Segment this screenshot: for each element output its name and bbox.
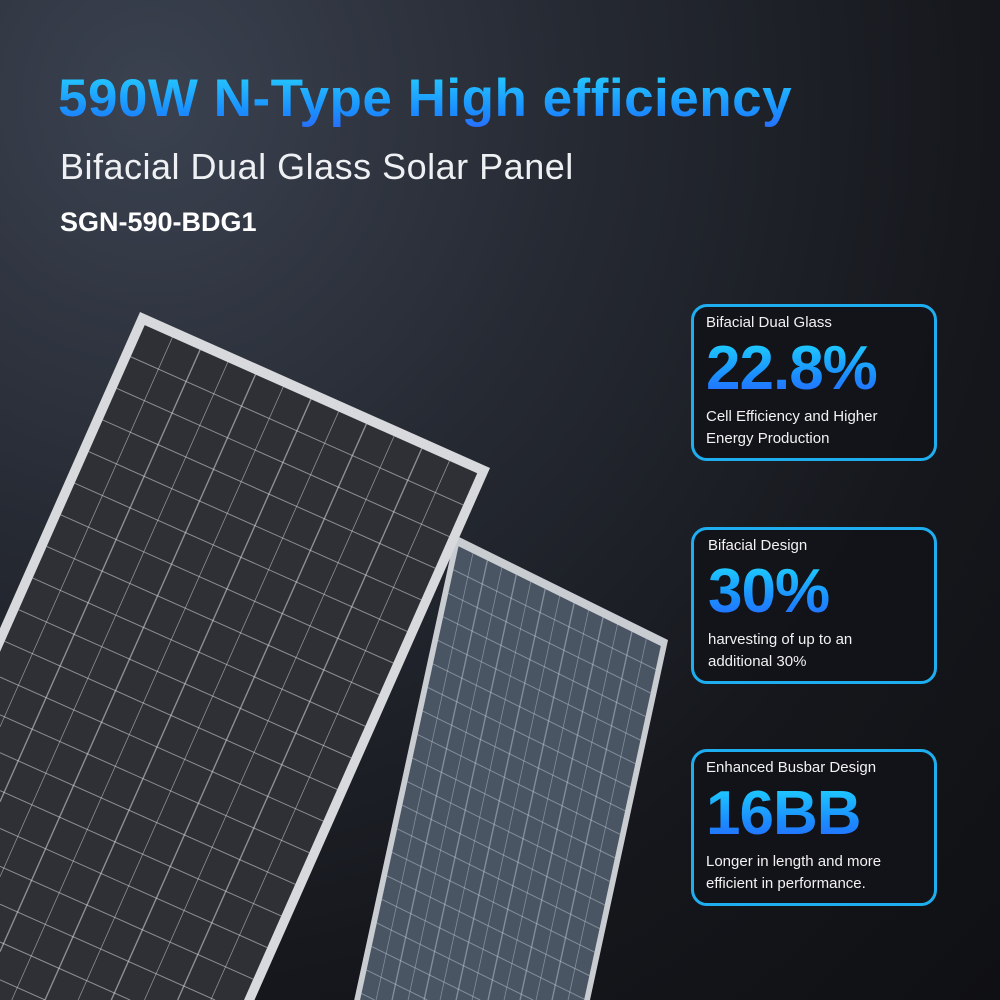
rear-panel-grid-line: [535, 624, 618, 1000]
rear-panel-cells: [360, 546, 661, 1000]
front-panel-grid-line: [46, 545, 380, 696]
front-panel-grid-line: [177, 448, 423, 1000]
front-panel-grid-line: [0, 941, 131, 1000]
front-panel-grid-line: [144, 436, 395, 1000]
rear-panel-grid-line: [417, 734, 621, 835]
feature-label: Bifacial Dual Glass: [706, 314, 832, 331]
front-panel-grid-line: [0, 752, 296, 885]
rear-panel-grid-line: [448, 592, 651, 694]
rear-panel-grid-line: [567, 638, 647, 1000]
front-panel-grid-line: [102, 419, 436, 569]
front-panel-grid-line: [116, 387, 450, 538]
front-panel-grid-line: [44, 398, 312, 1000]
rear-panel-grid-line: [391, 560, 489, 1000]
front-panel-grid-line: [32, 577, 366, 727]
rear-panel-grid-line: [391, 851, 595, 953]
feature-desc: harvesting of up to an: [708, 631, 853, 648]
rear-panel-grid-line: [361, 993, 375, 1000]
front-panel-grid-line: [77, 411, 339, 1000]
rear-panel-grid-line: [402, 804, 605, 906]
front-panel-grid-line: [210, 460, 450, 1000]
front-panel-grid-line: [74, 482, 408, 632]
rear-panel-grid-line: [396, 828, 600, 929]
rear-panel-grid-line: [375, 553, 474, 1000]
rear-panel-grid-line: [551, 631, 633, 1000]
feature-desc: Energy Production: [706, 430, 830, 447]
rear-panel-grid-line: [432, 663, 636, 765]
rear-panel-grid-line: [427, 687, 631, 788]
front-panel-grid-line: [18, 609, 352, 759]
rear-panel-grid-line: [407, 567, 503, 1000]
rear-panel-grid-line: [381, 898, 585, 1000]
rear-panel-grid-line: [386, 875, 590, 977]
rear-panel-grid-line: [439, 581, 532, 1000]
feature-value: 30%: [708, 555, 924, 629]
front-panel-grid-line: [88, 451, 422, 601]
feature-desc: Longer in length and more: [706, 853, 882, 870]
rear-panel-grid-line: [366, 969, 428, 1000]
rear-panel-grid-line: [423, 574, 517, 1000]
feature-desc: Cell Efficiency and Higher: [706, 408, 878, 425]
front-panel-grid-line: [0, 979, 46, 1000]
front-panel-grid-line: [4, 640, 338, 790]
front-panel-grid-line: [0, 374, 257, 952]
rear-panel-grid-line: [376, 922, 534, 1000]
feature-value: 22.8%: [706, 332, 924, 406]
rear-panel-grid-line: [471, 595, 561, 1000]
front-panel-grid-line: [0, 337, 173, 728]
front-panel-grid-line: [110, 423, 367, 1000]
feature-label: Bifacial Design: [708, 537, 808, 554]
model-number: SGN-590-BDG1: [60, 207, 257, 237]
rear-panel-grid-line: [455, 588, 546, 1000]
feature-desc: additional 30%: [708, 653, 807, 670]
rear-panel-grid-line: [453, 569, 656, 670]
feature-value: 16BB: [706, 777, 924, 851]
rear-panel-grid-line: [442, 616, 646, 718]
rear-panel-grid-line: [407, 781, 610, 882]
feature-card-bifacial: Bifacial Design 30% harvesting of up to …: [691, 527, 937, 684]
rear-panel-grid-line: [412, 757, 616, 859]
front-panel-grid-line: [11, 386, 284, 1000]
rear-panel-grid-line: [437, 639, 641, 741]
feature-card-busbar: Enhanced Busbar Design 16BB Longer in le…: [691, 749, 937, 906]
feature-label: Enhanced Busbar Design: [706, 759, 877, 776]
rear-panel-grid-line: [422, 710, 626, 812]
front-panel-grid-line: [0, 349, 201, 803]
headline: 590W N-Type High efficiency: [58, 69, 793, 128]
front-panel-grid-line: [60, 514, 394, 664]
front-panel-grid-line: [0, 362, 229, 877]
front-panel-grid-line: [0, 790, 282, 917]
feature-card-efficiency: Bifacial Dual Glass 22.8% Cell Efficienc…: [691, 304, 937, 461]
front-panel-grid-line: [130, 356, 464, 506]
front-panel-grid-line: [0, 865, 254, 980]
front-panel-grid-line: [0, 903, 216, 1000]
rear-panel-grid-line: [371, 946, 481, 1000]
front-panel-grid-line: [0, 714, 310, 854]
rear-panel-grid-line: [503, 610, 589, 1000]
rear-panel-grid-line: [519, 617, 604, 1000]
rear-panel-grid-line: [487, 603, 575, 1000]
feature-desc: efficient in performance.: [706, 875, 866, 892]
front-panel-grid-line: [0, 676, 324, 822]
front-panel-grid-line: [0, 827, 268, 949]
subtitle: Bifacial Dual Glass Solar Panel: [60, 146, 574, 187]
